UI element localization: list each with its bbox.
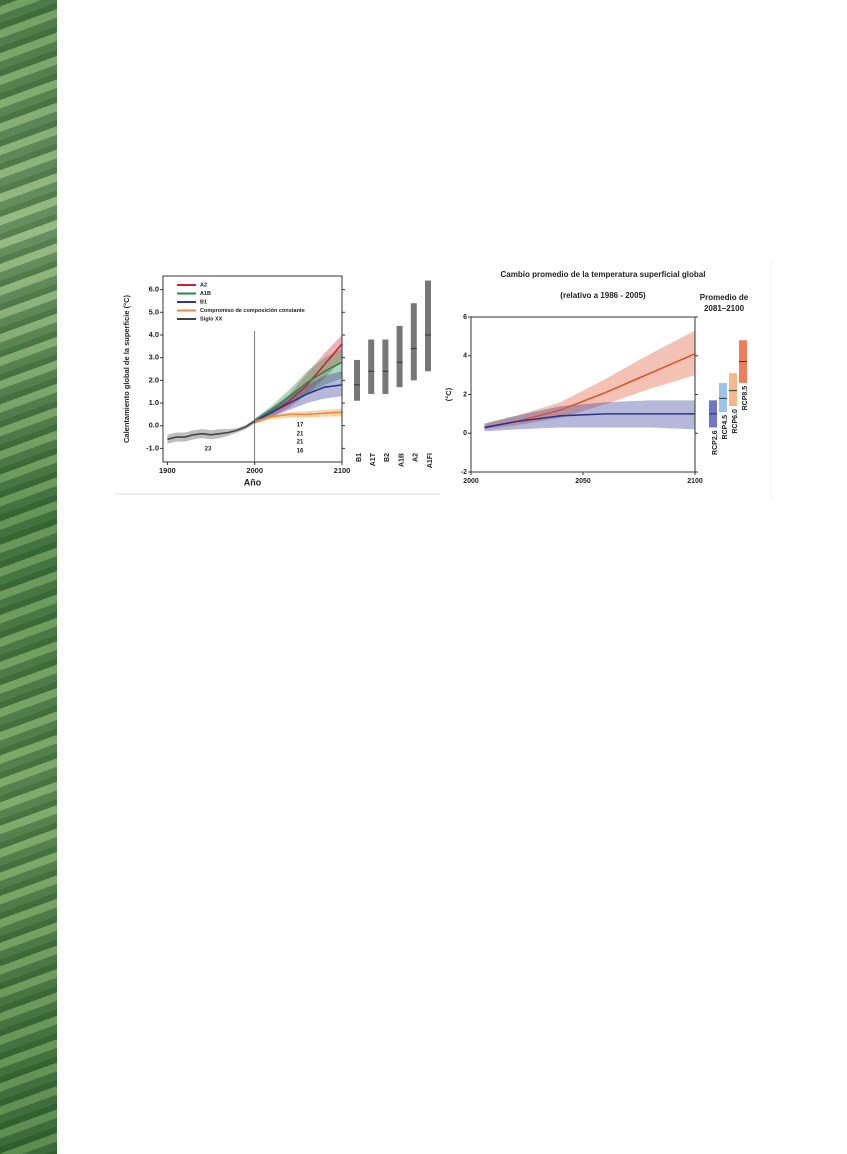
range-label: A1FI [427, 453, 434, 468]
y-tick-label: 4.0 [149, 330, 159, 339]
range-bar [382, 339, 389, 394]
plot-frame [162, 275, 343, 463]
uncertainty-band [484, 400, 695, 432]
range-label: A1T [370, 452, 377, 466]
series-line [167, 420, 256, 441]
x-tick-label: 2100 [334, 466, 351, 475]
legend-label: A1B [200, 291, 211, 297]
series-line [254, 411, 343, 422]
y-tick-label: 4 [463, 353, 467, 360]
x-tick-label: 2050 [575, 478, 591, 485]
series-line [484, 413, 695, 429]
annotation: 23 [205, 447, 212, 453]
uncertainty-band [254, 408, 342, 424]
annotation: 16 [297, 449, 304, 455]
legend-label: Siglo XX [200, 316, 223, 322]
range-bar [410, 303, 417, 381]
y-tick-label: 3.0 [149, 353, 159, 362]
legend-label: Compromiso de composición constante [200, 308, 305, 314]
x-axis-label: Año [244, 477, 262, 487]
range-bar [354, 359, 360, 401]
uncertainty-band [254, 348, 342, 424]
y-tick-label: 5.0 [149, 307, 159, 316]
legend-label: B1 [200, 299, 207, 305]
y-tick-label: -2 [461, 469, 467, 476]
annotation: 21 [297, 432, 304, 438]
y-tick-label: 0.0 [149, 421, 159, 430]
y-tick-label: 1.0 [149, 398, 159, 407]
y-tick-label: 0 [463, 430, 467, 437]
range-label: RCP4.5 [722, 415, 729, 440]
uncertainty-band [167, 418, 255, 444]
range-bar [368, 339, 375, 394]
range-bar [729, 373, 737, 407]
chart-subtitle: (relativo a 1986 - 2005) [560, 291, 646, 300]
y-axis-label: Calentamiento global de la superficie (°… [122, 294, 131, 443]
range-label: B1 [356, 453, 363, 462]
x-tick-label: 2000 [246, 466, 263, 475]
y-tick-label: 2.0 [149, 375, 159, 384]
chart-title: Cambio promedio de la temperatura superf… [501, 270, 706, 279]
foliage-strip [0, 0, 57, 1154]
y-tick-label: 2 [463, 391, 467, 398]
y-tick-label: 6.0 [149, 285, 159, 294]
range-label: B2 [384, 453, 391, 462]
range-label: RCP8.5 [742, 386, 749, 411]
series-line [254, 361, 343, 422]
y-axis-label: (°C) [444, 387, 453, 401]
range-label: A1B [398, 453, 405, 467]
range-bar [425, 280, 431, 372]
range-label: RCP6.0 [732, 409, 739, 434]
series-line [254, 384, 343, 422]
legend-label: A2 [200, 282, 207, 288]
x-tick-label: 1900 [159, 466, 176, 475]
uncertainty-band [484, 330, 695, 430]
annotation: 21 [297, 440, 304, 446]
x-tick-label: 2000 [463, 478, 479, 485]
annotation: 17 [297, 423, 304, 429]
range-label: A2 [413, 453, 420, 462]
range-bar [719, 382, 727, 412]
range-label: RCP2.6 [712, 430, 719, 455]
ranges-title: Promedio de [700, 293, 749, 302]
x-tick-label: 2100 [687, 478, 703, 485]
y-tick-label: -1.0 [146, 443, 159, 452]
y-tick-label: 6 [463, 314, 467, 321]
ranges-title: 2081–2100 [704, 304, 745, 313]
range-bar [396, 325, 403, 388]
